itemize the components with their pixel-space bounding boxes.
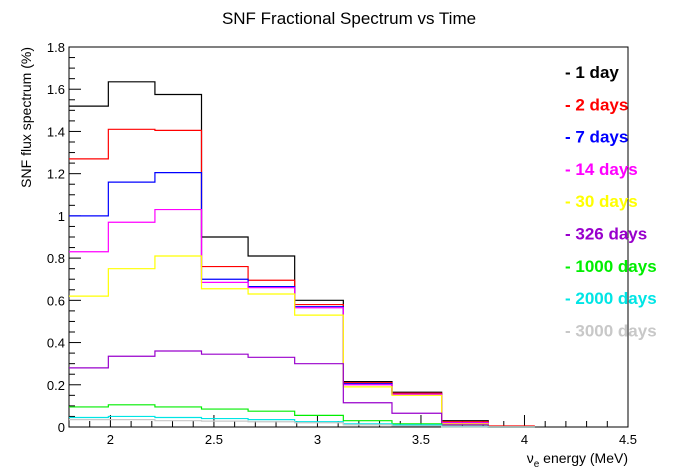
series-line-4 bbox=[69, 255, 535, 428]
y-tick-label: 1.4 bbox=[47, 124, 65, 139]
legend-entry: - 3000 days bbox=[565, 321, 657, 340]
legend-entry: - 2 days bbox=[565, 95, 628, 114]
x-tick-label: 4.5 bbox=[619, 432, 637, 447]
legend-entry: - 7 days bbox=[565, 128, 628, 147]
x-axis: 2 2.5 3 3.5 4 4.5 bbox=[68, 415, 637, 447]
y-tick-label: 1.2 bbox=[47, 167, 65, 182]
series-line-5 bbox=[69, 350, 535, 428]
y-tick-label: 1.8 bbox=[47, 40, 65, 55]
legend-entry: - 1 day bbox=[565, 63, 619, 82]
y-tick-label: 0.4 bbox=[47, 336, 65, 351]
series-line-0 bbox=[69, 81, 535, 428]
y-tick-label: 0.2 bbox=[47, 378, 65, 393]
legend-entry: - 14 days bbox=[565, 160, 638, 179]
y-tick-label: 0.8 bbox=[47, 251, 65, 266]
x-axis-label-subscript: e bbox=[534, 459, 540, 470]
x-axis-label-symbol: ν bbox=[527, 450, 534, 466]
series-line-1 bbox=[69, 128, 535, 427]
legend-entry: - 30 days bbox=[565, 192, 638, 211]
x-tick-label: 3.5 bbox=[412, 432, 430, 447]
legend-entry: - 1000 days bbox=[565, 257, 657, 276]
legend-entry: - 326 days bbox=[565, 225, 647, 244]
x-axis-label-text: energy (MeV) bbox=[539, 450, 628, 466]
series-line-8 bbox=[69, 419, 535, 428]
legend-entry: - 2000 days bbox=[565, 289, 657, 308]
y-axis-label: SNF flux spectrum (%) bbox=[18, 47, 34, 188]
y-tick-label: 0 bbox=[58, 420, 65, 435]
x-tick-label: 3 bbox=[314, 432, 321, 447]
y-tick-label: 1 bbox=[58, 209, 65, 224]
chart-title: SNF Fractional Spectrum vs Time bbox=[222, 9, 476, 28]
y-axis: 0 0.2 0.4 0.6 0.8 1 1.2 1.4 1.6 1.8 bbox=[47, 40, 81, 435]
series-group bbox=[69, 81, 535, 428]
y-tick-label: 0.6 bbox=[47, 293, 65, 308]
y-tick-label: 1.6 bbox=[47, 82, 65, 97]
x-tick-label: 4 bbox=[521, 432, 528, 447]
legend: - 1 day - 2 days - 7 days - 14 days - 30 day… bbox=[565, 63, 657, 340]
x-tick-label: 2 bbox=[107, 432, 114, 447]
x-tick-label: 2.5 bbox=[205, 432, 223, 447]
series-line-3 bbox=[69, 208, 535, 428]
x-axis-label: νe energy (MeV) bbox=[527, 450, 628, 470]
plot-frame bbox=[68, 46, 629, 428]
